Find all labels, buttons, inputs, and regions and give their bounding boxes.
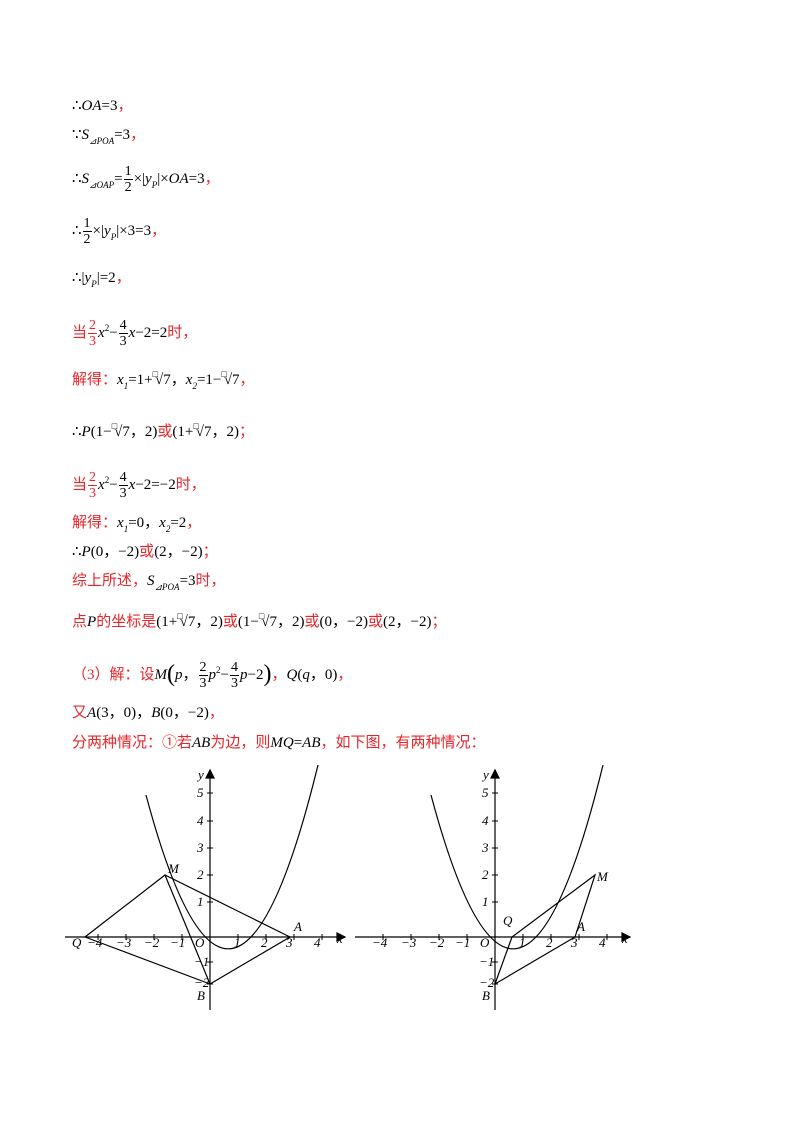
- graph-left-tick-x-neg2: −2: [144, 935, 160, 950]
- graph-left-tick-x-neg3: −3: [116, 935, 132, 950]
- graph-right-tick-y-5: 5: [482, 785, 489, 800]
- graph-right-tick-x-3: 3: [570, 935, 578, 950]
- graph-left-origin: O: [195, 935, 205, 950]
- graph-left-label-a: A: [293, 919, 302, 934]
- graph-right-tick-y-1: 1: [482, 894, 489, 909]
- graph-left-tick-x-3: 3: [285, 935, 293, 950]
- graph-left-tick-x-neg4: −4: [87, 935, 103, 950]
- graph-left-axis-x: x: [336, 931, 343, 946]
- line-case1: 当 2 3 x2− 4 3 x−2=2时，: [72, 318, 198, 349]
- graph-right-tick-x-neg4: −4: [372, 935, 388, 950]
- graph-left-tick-y-1: 1: [197, 894, 204, 909]
- graph-left-label-b: B: [197, 988, 205, 1003]
- line-part3: （3）解：设M(p， 2 3 p2− 4 3 p−2)，Q(q，0)，: [72, 660, 353, 691]
- graph-left-label-m: M: [167, 861, 180, 876]
- graph-left: −4 −3 −2 −1 1 2 3 4 5 4 3 2 1 −1 −2 x y …: [65, 765, 347, 1010]
- graph-left-tick-y-neg1: −1: [194, 954, 209, 969]
- graph-right-axis-x: x: [621, 931, 628, 946]
- graph-left-tick-x-1: 1: [234, 935, 241, 950]
- graph-right-tick-x-neg2: −2: [429, 935, 445, 950]
- graph-left-tick-y-neg2: −2: [194, 975, 210, 990]
- graph-right-origin: O: [480, 935, 490, 950]
- graph-right-label-b: B: [482, 988, 490, 1003]
- line-sol1: 解得：x1=1+□√7，x2=1−□√7，: [72, 369, 255, 391]
- graph-right-tick-y-2: 2: [482, 867, 489, 882]
- line-area-formula: ∴S⊿OAP= 1 2 ×|yP|×OA=3，: [72, 164, 220, 195]
- graph-right-tick-y-3: 3: [481, 840, 489, 855]
- graph-left-label-q: Q: [72, 935, 82, 950]
- line-cases: 分两种情况：①若AB为边，则MQ=AB，如下图，有两种情况：: [72, 735, 486, 751]
- line-yp: ∴|yP|=2，: [72, 270, 131, 289]
- graph-left-tick-y-5: 5: [197, 785, 204, 800]
- graph-left-tick-x-4: 4: [314, 935, 321, 950]
- line-case2: 当 2 3 x2− 4 3 x−2=−2时，: [72, 470, 206, 501]
- graph-left-axis-y: y: [196, 767, 204, 782]
- line-area-subst: ∴ 1 2 ×|yP|×3=3，: [72, 216, 167, 247]
- graph-right-tick-y-4: 4: [482, 813, 489, 828]
- graph-right-label-a: A: [576, 919, 585, 934]
- graph-right-tick-x-1: 1: [519, 935, 526, 950]
- graph-right-tick-x-neg3: −3: [401, 935, 417, 950]
- graph-left-tick-y-4: 4: [197, 813, 204, 828]
- line-area-given: ∵S⊿POA=3，: [72, 127, 146, 146]
- line-summary: 综上所述，S⊿POA=3时，: [72, 573, 226, 592]
- graph-right-axis-y: y: [481, 767, 489, 782]
- line-p-all: 点P的坐标是(1+□√7，2)或(1−□√7，2)或(0，−2)或(2，−2)；: [72, 611, 447, 630]
- graph-left-tick-x-2: 2: [261, 935, 268, 950]
- graph-right: −4 −3 −2 −1 1 2 3 4 5 4 3 2 1 −1 −2 x y …: [355, 765, 632, 1010]
- line-ab: 又A(3，0)，B(0，−2)，: [72, 705, 224, 721]
- line-p2: ∴P(0，−2)或(2，−2)；: [72, 544, 218, 560]
- graph-right-tick-x-neg1: −1: [455, 935, 470, 950]
- graph-right-tick-y-neg2: −2: [479, 975, 495, 990]
- graph-right-tick-y-neg1: −1: [479, 954, 494, 969]
- graph-right-label-m: M: [596, 869, 609, 884]
- graph-right-tick-x-4: 4: [599, 935, 606, 950]
- line-oa: ∴OA=3，: [72, 98, 133, 114]
- graph-right-label-q: Q: [503, 913, 513, 928]
- graph-left-tick-x-neg1: −1: [170, 935, 185, 950]
- graph-left-tick-y-2: 2: [197, 867, 204, 882]
- graph-right-tick-x-2: 2: [546, 935, 553, 950]
- line-p1: ∴P(1−□√7，2)或(1+□√7，2)；: [72, 421, 255, 440]
- graph-left-tick-y-3: 3: [196, 840, 204, 855]
- line-sol2: 解得：x1=0，x2=2，: [72, 515, 202, 534]
